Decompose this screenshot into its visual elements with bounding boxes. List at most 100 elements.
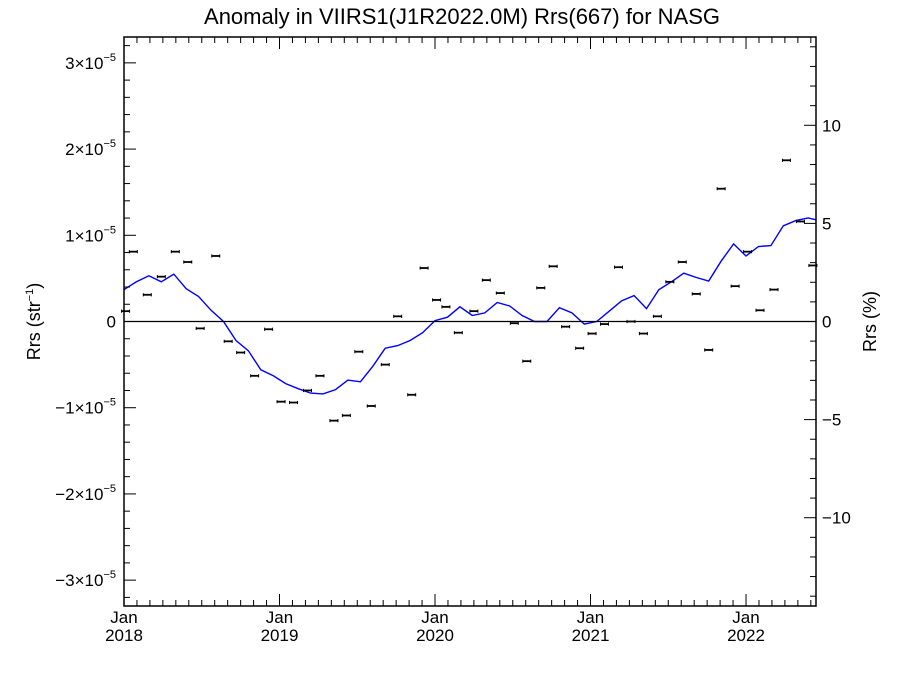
y2-tick-label: −5 <box>822 411 841 430</box>
x-tick-label-month: Jan <box>732 608 759 627</box>
y-tick-label: −1×10−5 <box>55 397 116 418</box>
data-point <box>302 388 312 393</box>
data-point <box>264 327 274 331</box>
data-point <box>195 326 205 330</box>
y-axis-label-left-base: Rrs (str <box>24 301 44 360</box>
y-tick-exponent: −5 <box>103 569 116 581</box>
y-tick-mantissa: 2×10 <box>65 140 103 159</box>
data-point <box>236 350 246 355</box>
trend-line <box>123 217 817 395</box>
x-tick-label-month: Jan <box>266 608 293 627</box>
data-point <box>536 286 546 290</box>
x-tick-label-year: 2020 <box>416 626 454 645</box>
x-tick-label-month: Jan <box>110 608 137 627</box>
x-tick-label-year: 2022 <box>727 626 765 645</box>
y-tick-mantissa: −3×10 <box>55 571 103 590</box>
data-point <box>329 419 339 423</box>
y-tick-label: 1×10−5 <box>65 224 116 245</box>
x-tick-label-year: 2021 <box>572 626 610 645</box>
data-point <box>691 292 701 296</box>
y-tick-label: 2×10−5 <box>65 138 116 159</box>
data-point <box>769 288 779 292</box>
y2-tick-label: −10 <box>822 509 851 528</box>
data-point <box>665 280 675 284</box>
y-tick-label: 0 <box>107 313 116 332</box>
data-point <box>509 321 519 325</box>
data-point <box>781 158 791 162</box>
data-point <box>341 413 351 418</box>
data-point <box>441 305 451 309</box>
data-point <box>755 308 765 312</box>
y-axis-label-left: Rrs (str−1) <box>24 283 44 361</box>
data-point <box>575 346 585 350</box>
data-point <box>223 339 233 343</box>
data-point <box>626 319 636 324</box>
y-tick-mantissa: 1×10 <box>65 226 103 245</box>
y-tick-exponent: −5 <box>103 483 116 495</box>
y2-tick-label: 5 <box>822 214 831 233</box>
y-axis-label-left-close: ) <box>24 283 44 289</box>
data-point <box>652 314 662 318</box>
data-point <box>453 331 463 335</box>
data-point <box>587 331 597 336</box>
y-tick-exponent: −5 <box>103 224 116 236</box>
data-point <box>638 331 648 336</box>
data-point <box>289 400 299 405</box>
y-axis-label-left-exponent: −1 <box>24 289 36 302</box>
y-tick-exponent: −5 <box>103 397 116 409</box>
data-point <box>548 264 558 268</box>
data-point <box>419 266 429 270</box>
y-tick-label: 3×10−5 <box>65 52 116 73</box>
data-point <box>315 374 325 378</box>
data-point <box>170 250 180 254</box>
ticks-layer <box>123 37 816 606</box>
tick-labels-layer: 3×10−52×10−51×10−50−1×10−5−2×10−5−3×10−5… <box>55 52 851 645</box>
y-tick-mantissa: −1×10 <box>55 399 103 418</box>
data-point <box>795 219 805 224</box>
data-point <box>481 278 491 282</box>
data-point <box>276 400 286 404</box>
data-point <box>250 374 260 378</box>
data-point <box>677 260 687 264</box>
data-point <box>354 350 364 354</box>
data-point <box>495 291 505 295</box>
y-tick-mantissa: 3×10 <box>65 54 103 73</box>
data-point <box>432 298 442 302</box>
data-point <box>730 284 740 288</box>
data-point <box>561 325 571 329</box>
y-tick-label: −2×10−5 <box>55 483 116 504</box>
y-tick-label: −3×10−5 <box>55 569 116 590</box>
data-point <box>142 293 152 297</box>
data-points-layer <box>121 158 818 423</box>
data-point <box>600 322 610 326</box>
data-point <box>407 393 417 397</box>
trend-layer <box>123 217 817 395</box>
x-tick-label-year: 2019 <box>261 626 299 645</box>
y-tick-mantissa: −2×10 <box>55 485 103 504</box>
y2-tick-label: 0 <box>822 313 831 332</box>
data-point <box>211 254 221 258</box>
data-point <box>469 309 479 313</box>
y-tick-exponent: −5 <box>103 52 116 64</box>
y-tick-exponent: −5 <box>103 138 116 150</box>
data-point <box>128 250 138 254</box>
x-tick-label-month: Jan <box>421 608 448 627</box>
y-axis-label-right: Rrs (%) <box>860 291 880 352</box>
data-point <box>614 265 624 269</box>
data-point <box>366 404 376 408</box>
chart-title: Anomaly in VIIRS1(J1R2022.0M) Rrs(667) f… <box>204 4 720 29</box>
y-tick-mantissa: 0 <box>107 313 116 332</box>
data-point <box>743 250 753 254</box>
data-point <box>183 260 193 264</box>
data-point <box>380 363 390 367</box>
x-tick-label-year: 2018 <box>105 626 143 645</box>
data-point <box>704 348 714 352</box>
data-point <box>522 359 532 363</box>
y2-tick-label: 10 <box>822 116 841 135</box>
data-point <box>156 275 166 279</box>
data-point <box>716 187 726 191</box>
data-point <box>393 314 403 318</box>
data-point <box>121 309 131 313</box>
x-tick-label-month: Jan <box>577 608 604 627</box>
